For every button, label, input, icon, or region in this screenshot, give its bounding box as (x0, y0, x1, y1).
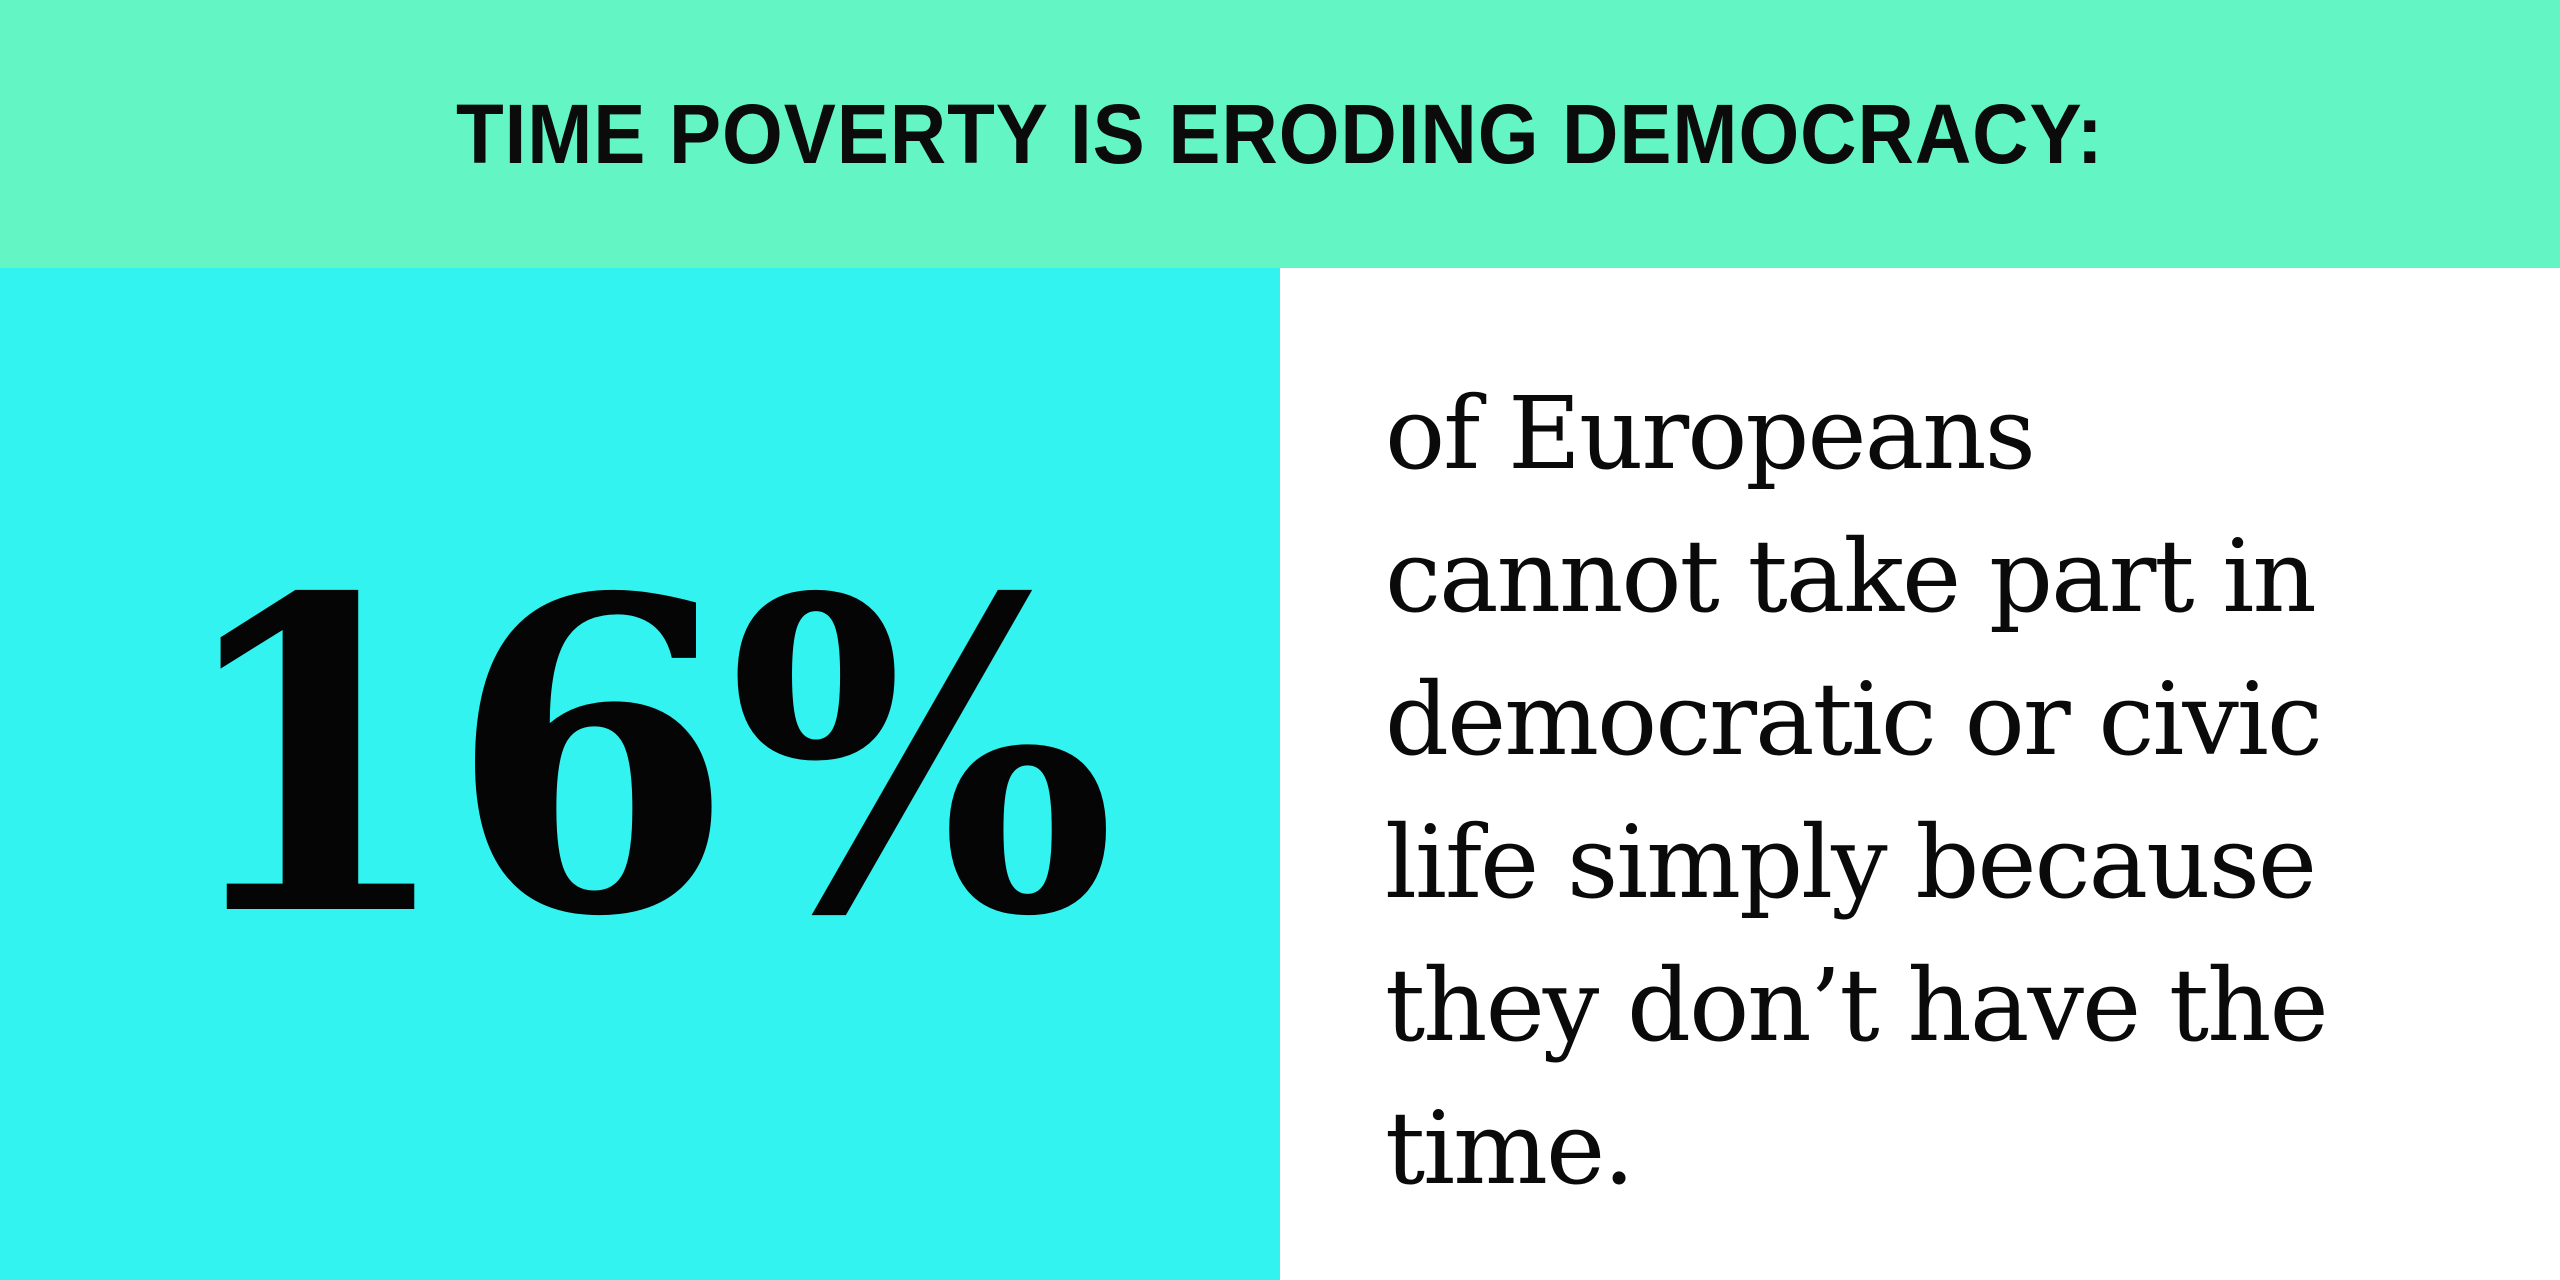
statistic-value: 16% (170, 506, 1115, 1011)
headline: TIME POVERTY IS ERODING DEMOCRACY: (456, 86, 2104, 181)
statistic-panel: 16% (0, 268, 1280, 1280)
statistic-description: of Europeans cannot take part in democra… (1385, 375, 2329, 1207)
header-banner: TIME POVERTY IS ERODING DEMOCRACY: (0, 0, 2560, 268)
description-panel: of Europeans cannot take part in democra… (1280, 268, 2560, 1280)
